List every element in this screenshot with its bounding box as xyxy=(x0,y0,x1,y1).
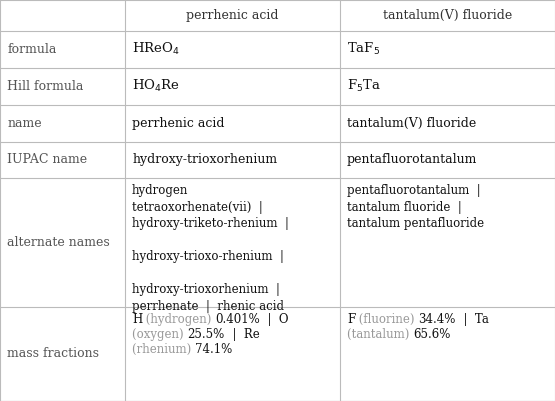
Text: 74.1%: 74.1% xyxy=(195,343,233,356)
Text: IUPAC name: IUPAC name xyxy=(7,154,87,166)
Text: tantalum(V) fluoride: tantalum(V) fluoride xyxy=(383,9,512,22)
Text: (oxygen): (oxygen) xyxy=(132,328,188,341)
Text: tantalum(V) fluoride: tantalum(V) fluoride xyxy=(347,117,476,130)
Text: pentafluorotantalum: pentafluorotantalum xyxy=(347,154,477,166)
Text: |  Ta: | Ta xyxy=(456,313,488,326)
Text: (tantalum): (tantalum) xyxy=(347,328,413,341)
Text: TaF$_5$: TaF$_5$ xyxy=(347,41,380,57)
Text: 65.6%: 65.6% xyxy=(413,328,450,341)
Text: Hill formula: Hill formula xyxy=(7,80,84,93)
Text: F$_5$Ta: F$_5$Ta xyxy=(347,78,381,94)
Text: HO$_4$Re: HO$_4$Re xyxy=(132,78,180,94)
Text: (hydrogen): (hydrogen) xyxy=(142,313,215,326)
Text: HReO$_4$: HReO$_4$ xyxy=(132,41,180,57)
Text: hydroxy-trioxorhenium: hydroxy-trioxorhenium xyxy=(132,154,277,166)
Text: name: name xyxy=(7,117,42,130)
Text: 25.5%: 25.5% xyxy=(188,328,225,341)
Text: perrhenic acid: perrhenic acid xyxy=(186,9,279,22)
Text: hydrogen
tetraoxorhenate(vii)  |
hydroxy-triketo-rhenium  |

hydroxy-trioxo-rhen: hydrogen tetraoxorhenate(vii) | hydroxy-… xyxy=(132,184,289,313)
Text: 0.401%: 0.401% xyxy=(215,313,260,326)
Text: |  O: | O xyxy=(260,313,289,326)
Text: alternate names: alternate names xyxy=(7,236,110,249)
Text: mass fractions: mass fractions xyxy=(7,347,99,360)
Text: pentafluorotantalum  |
tantalum fluoride  |
tantalum pentafluoride: pentafluorotantalum | tantalum fluoride … xyxy=(347,184,484,231)
Text: F: F xyxy=(347,313,355,326)
Text: (fluorine): (fluorine) xyxy=(355,313,418,326)
Text: H: H xyxy=(132,313,142,326)
Text: formula: formula xyxy=(7,43,57,56)
Text: |  Re: | Re xyxy=(225,328,260,341)
Text: (rhenium): (rhenium) xyxy=(132,343,195,356)
Text: perrhenic acid: perrhenic acid xyxy=(132,117,225,130)
Text: 34.4%: 34.4% xyxy=(418,313,456,326)
